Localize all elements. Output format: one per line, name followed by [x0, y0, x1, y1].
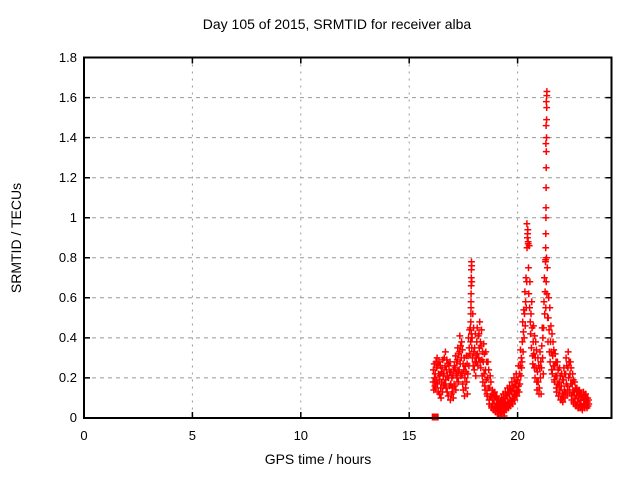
y-tick-label: 0 — [69, 410, 77, 425]
x-tick-label: 10 — [293, 428, 309, 443]
y-tick-label: 0.2 — [58, 369, 77, 385]
plot-border — [83, 56, 613, 419]
y-tick-label: 1.6 — [58, 89, 77, 105]
y-tick-label: 1.4 — [58, 129, 77, 145]
x-tick-label: 20 — [510, 428, 525, 443]
y-tick-label: 0.4 — [58, 329, 77, 345]
tick-marks — [83, 56, 612, 419]
y-tick-label: 1.2 — [58, 169, 77, 185]
x-tick-label: 15 — [401, 428, 417, 443]
axes — [83, 56, 613, 419]
x-axis-label: GPS time / hours — [264, 451, 372, 467]
y-tick-label: 1 — [69, 209, 77, 225]
chart-title: Day 105 of 2015, SRMTID for receiver alb… — [202, 16, 472, 32]
y-tick-label: 1.8 — [58, 49, 77, 65]
y-tick-label: 0.8 — [58, 249, 77, 265]
x-tick-label: 0 — [80, 428, 88, 443]
x-tick-label: 5 — [188, 428, 197, 443]
y-tick-label: 0.6 — [58, 289, 77, 305]
